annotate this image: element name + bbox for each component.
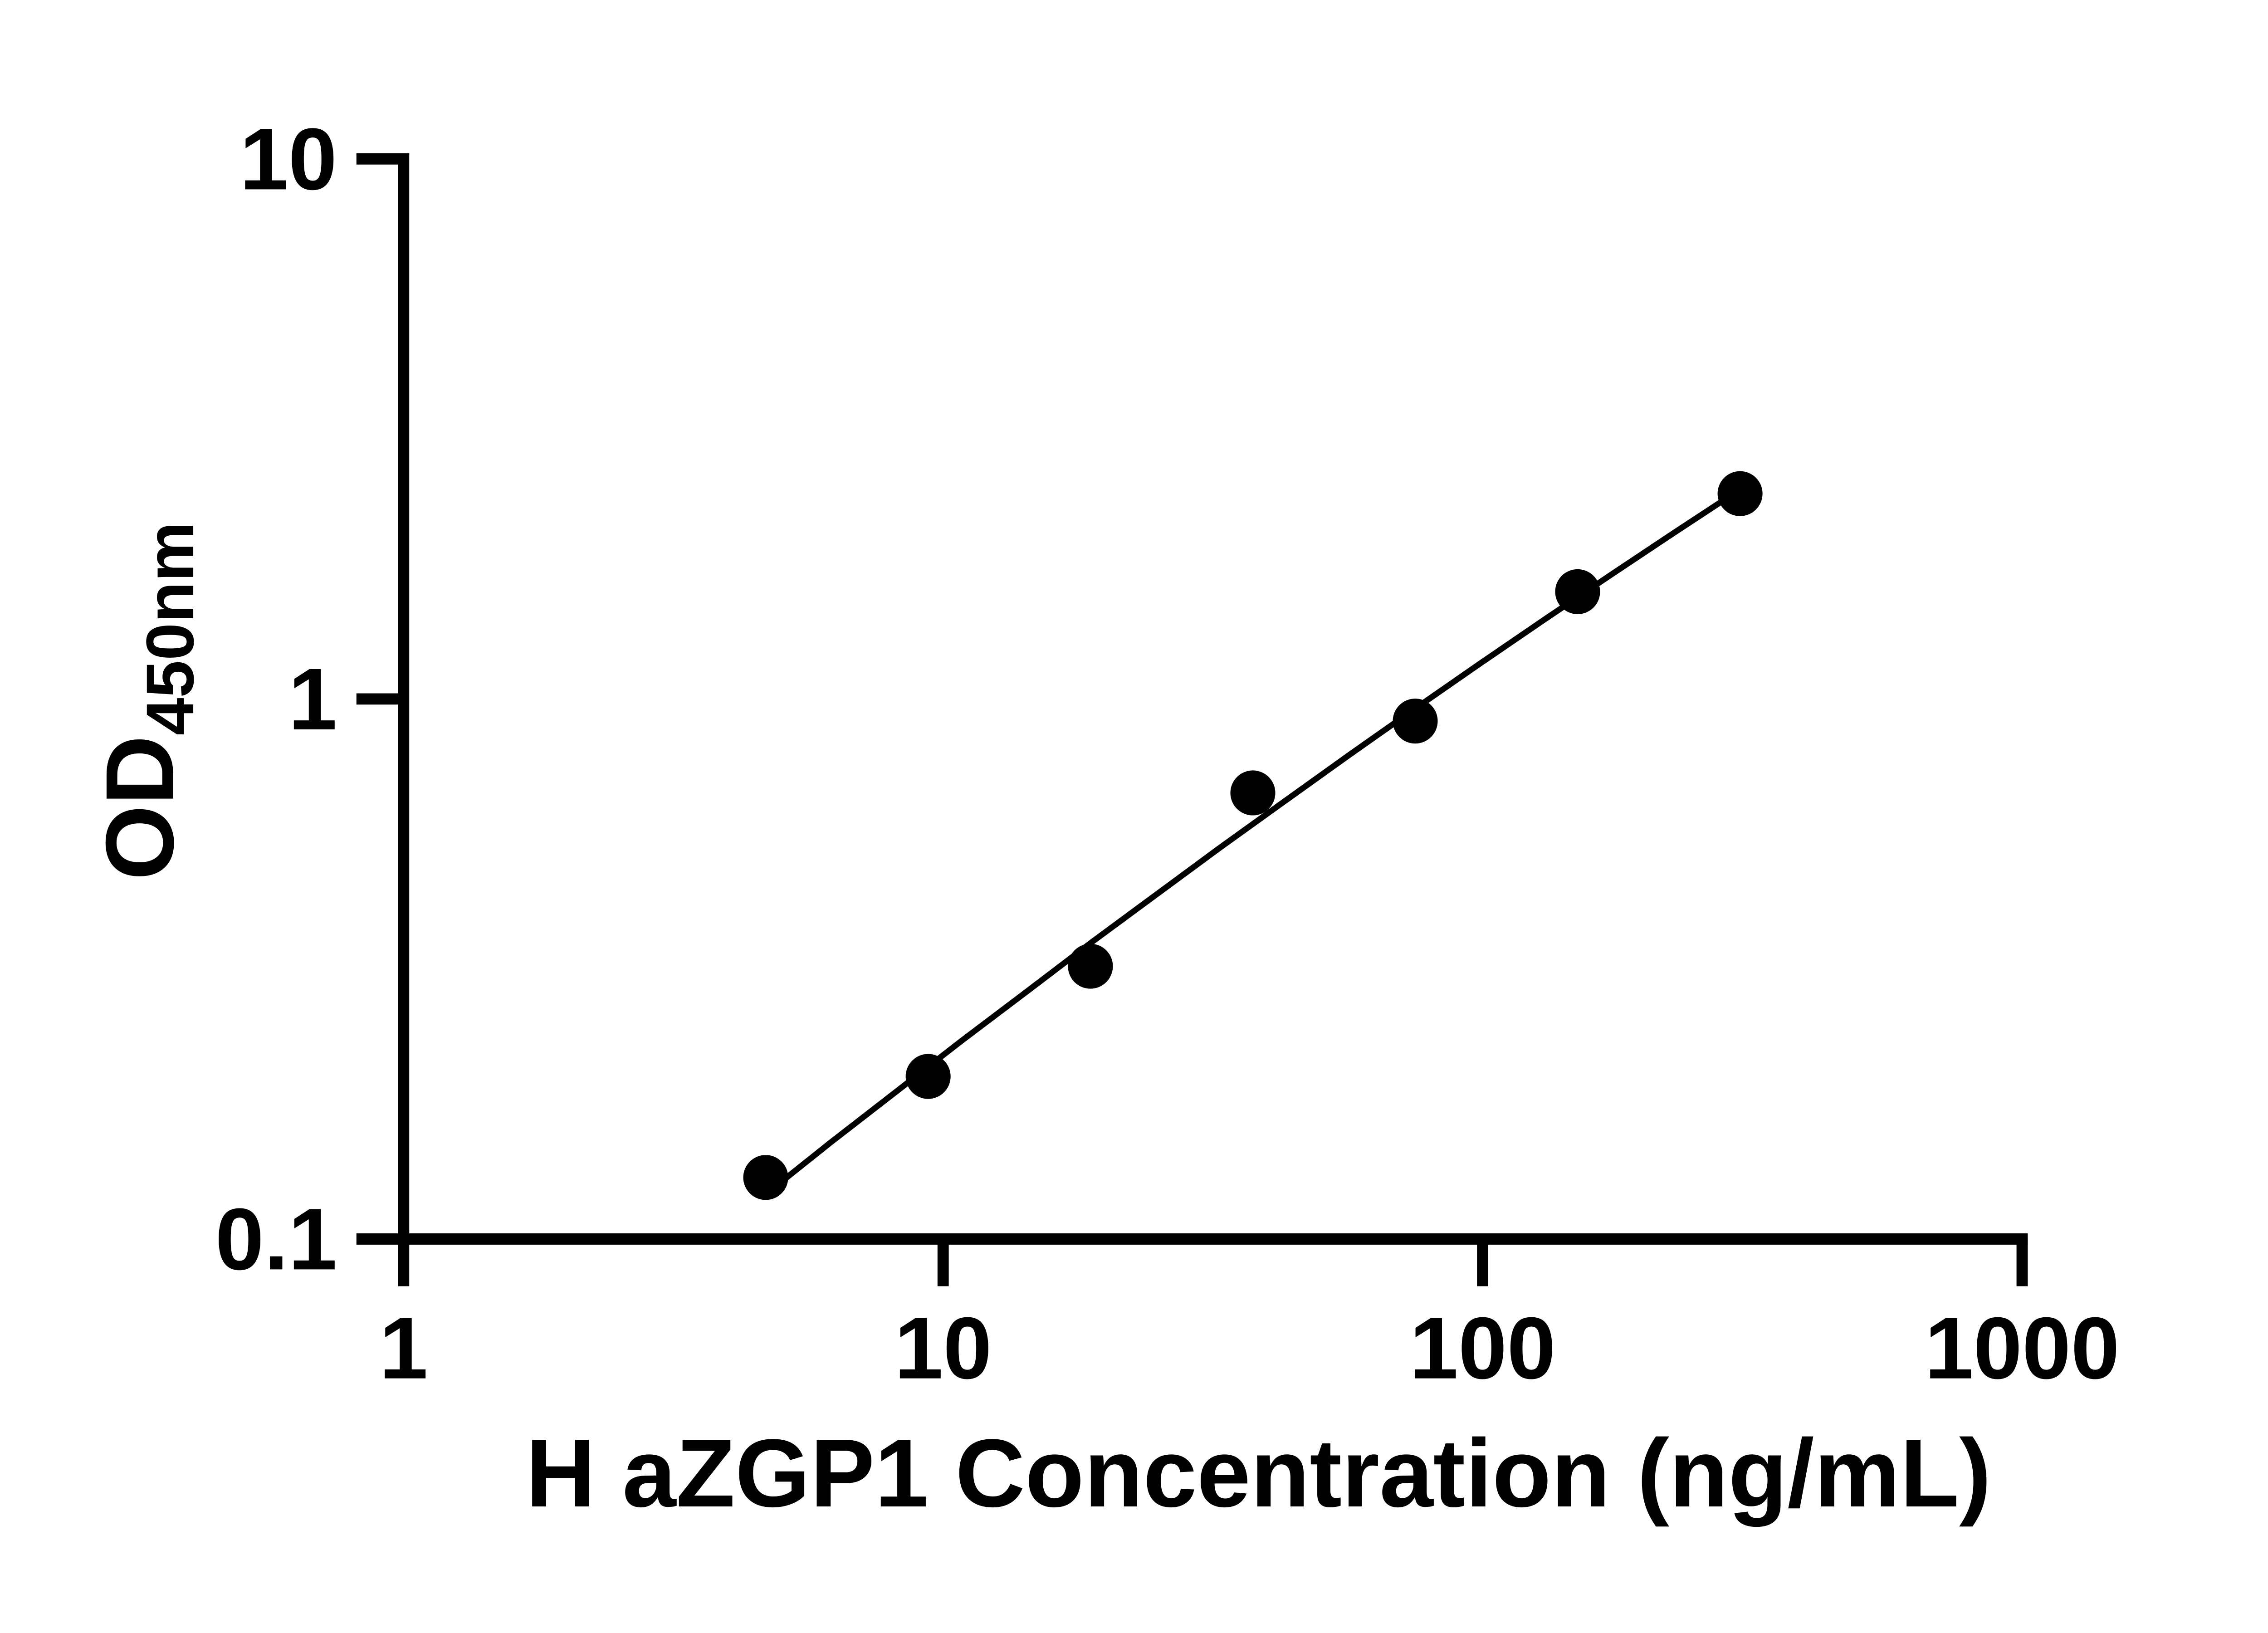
data-point [1230,770,1276,816]
data-point [1068,944,1113,989]
data-point [905,1054,951,1099]
y-axis-title: OD450nm [86,522,208,880]
y-tick-label: 1 [288,650,337,748]
x-tick-label: 1 [379,1299,428,1397]
data-point [1717,471,1763,516]
x-axis-ticks: 1 10 100 1000 [379,1239,2120,1397]
y-axis-ticks: 0.1 1 10 [215,110,404,1288]
x-tick-label: 100 [1409,1299,1555,1397]
data-point [1393,699,1438,744]
data-point [1555,569,1600,614]
x-axis-title: H aZGP1 Concentration (ng/mL) [526,1419,1991,1527]
y-tick-label: 0.1 [215,1190,337,1288]
y-axis-title-main: OD [86,735,194,880]
x-tick-label: 10 [894,1299,992,1397]
y-tick-label: 10 [240,110,337,208]
axes [398,153,2028,1245]
axis-spines [398,153,2028,1245]
data-points-layer [743,471,1763,1200]
data-point [743,1155,788,1200]
y-axis-title-subscript: 450nm [132,522,208,735]
x-tick-label: 1000 [1925,1299,2120,1397]
